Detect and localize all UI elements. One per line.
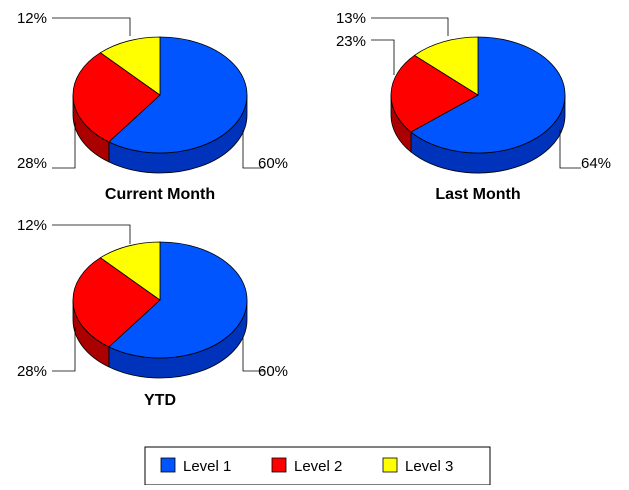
leader-line bbox=[242, 130, 264, 169]
pie-slice-level-1 bbox=[108, 36, 248, 154]
pie-slice-level-1 bbox=[410, 36, 566, 154]
leader-line bbox=[52, 327, 76, 372]
pie-slice-level-3 bbox=[99, 36, 161, 96]
pie-chart-3: 60% 28% 12% YTD bbox=[17, 217, 288, 409]
leader-line bbox=[52, 122, 76, 169]
pie-slice-level-2 bbox=[390, 54, 479, 133]
leader-line bbox=[52, 224, 131, 244]
legend-label-level-1: Level 1 bbox=[183, 458, 231, 475]
pie-slice-level-2 bbox=[72, 257, 161, 348]
chart-title: YTD bbox=[144, 392, 176, 409]
data-label: 12% bbox=[17, 217, 47, 234]
data-label: 28% bbox=[17, 155, 47, 172]
data-label: 23% bbox=[336, 33, 366, 50]
data-label: 28% bbox=[17, 363, 47, 380]
legend-swatch-level-2 bbox=[271, 457, 287, 473]
leader-line bbox=[52, 17, 131, 36]
pie-slice-level-3 bbox=[99, 241, 161, 301]
leader-line bbox=[559, 130, 581, 169]
chart-title: Last Month bbox=[435, 186, 520, 203]
legend-swatch-level-3 bbox=[382, 457, 398, 473]
legend-swatch-level-1 bbox=[160, 457, 176, 473]
data-label: 12% bbox=[17, 10, 47, 27]
pie-slice-level-3 bbox=[413, 36, 479, 96]
leader-line bbox=[242, 337, 264, 372]
data-label: 60% bbox=[258, 363, 288, 380]
chart-title: Current Month bbox=[105, 186, 215, 203]
pie-slice-level-1 bbox=[108, 241, 248, 359]
pie-chart-2: 64% 23% 13% Last Month bbox=[336, 10, 611, 203]
pie-slice-level-2 bbox=[72, 52, 161, 143]
data-label: 64% bbox=[581, 155, 611, 172]
leader-line bbox=[371, 17, 449, 36]
data-label: 60% bbox=[258, 155, 288, 172]
legend-label-level-2: Level 2 bbox=[294, 458, 342, 475]
legend: Level 1 Level 2 Level 3 bbox=[144, 446, 491, 486]
data-label: 13% bbox=[336, 10, 366, 27]
pie-chart-1: 60% 28% 12% Current Month bbox=[17, 10, 288, 203]
legend-box bbox=[144, 446, 491, 486]
legend-label-level-3: Level 3 bbox=[405, 458, 453, 475]
leader-line bbox=[371, 39, 395, 75]
